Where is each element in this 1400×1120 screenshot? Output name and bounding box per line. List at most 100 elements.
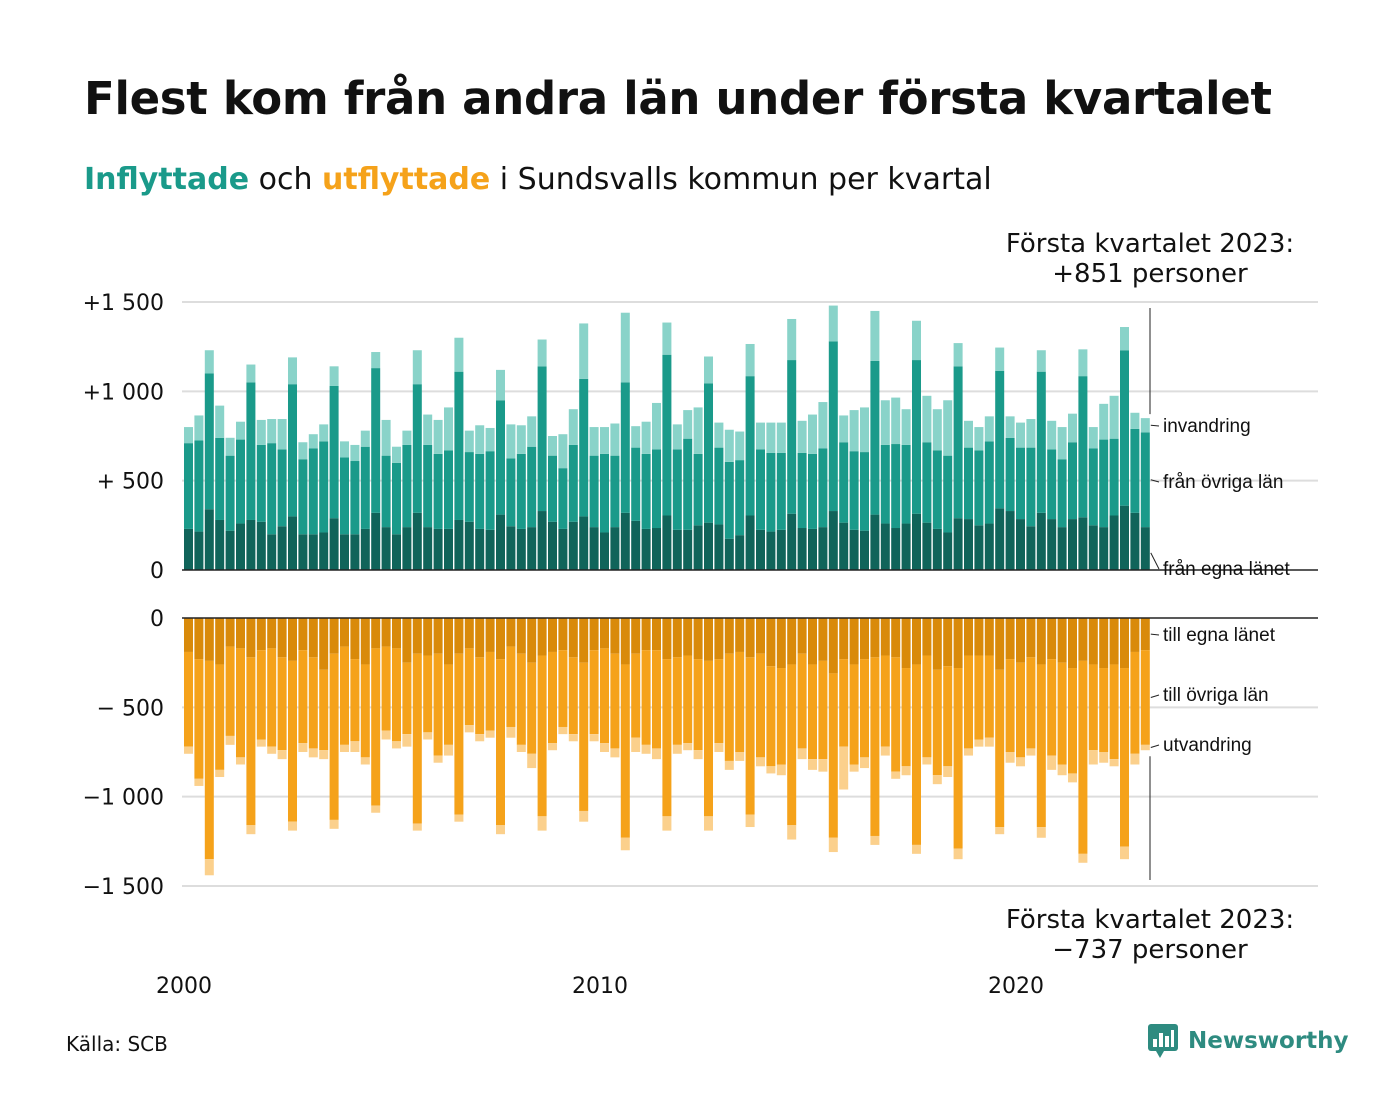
bar-out-segment — [828, 837, 838, 853]
bar-out-segment — [1088, 618, 1098, 665]
bar-out-segment — [412, 653, 422, 824]
bar-in-segment — [662, 515, 672, 570]
bar-out-segment — [402, 618, 412, 663]
bar-out-segment — [912, 664, 921, 845]
bar-in-segment — [236, 439, 245, 524]
bar-out-segment — [662, 659, 672, 817]
bar-out-segment — [984, 737, 994, 747]
bar-out-segment — [204, 618, 214, 661]
x-tick-label: 2020 — [988, 974, 1044, 999]
bar-in-segment — [1068, 413, 1077, 443]
bar-in-segment — [360, 446, 370, 529]
bar-in-segment — [641, 453, 651, 529]
bar-in-segment — [891, 397, 901, 445]
bar-out-segment — [932, 669, 942, 776]
bar-in-segment — [288, 357, 297, 385]
bar-out-segment — [891, 657, 901, 772]
bar-out-segment — [787, 825, 797, 840]
bar-in-segment — [776, 452, 786, 530]
bar-in-segment — [319, 424, 329, 442]
newsworthy-logo: Newsworthy — [1148, 1024, 1349, 1058]
bar-out-segment — [880, 746, 890, 756]
bar-in-segment — [475, 453, 485, 529]
bar-in-segment — [1016, 422, 1025, 448]
logo-text: Newsworthy — [1188, 1028, 1349, 1054]
bar-in-segment — [995, 508, 1005, 570]
bar-out-segment — [1016, 757, 1025, 767]
bar-out-segment — [849, 618, 859, 665]
bottom-y-tick-label: −1 500 — [83, 875, 164, 900]
bar-out-segment — [735, 618, 745, 652]
bar-in-segment — [423, 444, 433, 528]
bar-in-segment — [350, 461, 360, 535]
bar-out-segment — [953, 618, 963, 669]
bar-in-segment — [953, 518, 963, 570]
bar-out-segment — [475, 657, 485, 735]
bar-out-segment — [1016, 662, 1025, 758]
bar-in-segment — [350, 444, 360, 462]
bar-in-segment — [246, 519, 256, 570]
bar-out-segment — [444, 744, 453, 756]
bar-in-segment — [693, 407, 703, 454]
bar-out-segment — [1120, 668, 1129, 847]
bar-out-segment — [600, 648, 609, 744]
bar-out-segment — [943, 618, 953, 667]
bar-in-segment — [1016, 519, 1025, 570]
bar-out-segment — [922, 618, 932, 656]
bar-out-segment — [558, 650, 568, 727]
bar-out-segment — [475, 618, 485, 658]
bar-in-segment — [870, 514, 880, 570]
bar-out-segment — [360, 757, 370, 765]
bar-out-segment — [1109, 664, 1119, 760]
bar-in-segment — [516, 453, 526, 529]
bar-in-segment — [402, 444, 412, 528]
bar-out-segment — [1078, 660, 1088, 854]
bar-out-segment — [1109, 759, 1119, 767]
bar-in-segment — [1109, 515, 1119, 570]
bar-out-segment — [558, 618, 568, 651]
bar-in-segment — [184, 528, 193, 570]
bar-in-segment — [371, 352, 381, 369]
bar-out-segment — [787, 618, 797, 665]
bar-in-segment — [225, 455, 235, 531]
bar-in-segment — [194, 440, 204, 532]
bar-out-segment — [267, 648, 277, 747]
bar-in-segment — [412, 350, 422, 385]
bar-out-segment — [485, 618, 495, 652]
bar-out-segment — [225, 646, 235, 736]
newsworthy-chart-bubble-icon — [1148, 1024, 1178, 1058]
bar-out-segment — [402, 662, 412, 735]
bar-out-segment — [527, 618, 537, 663]
bar-in-segment — [984, 416, 994, 442]
bar-out-segment — [724, 760, 734, 770]
bar-in-segment — [298, 442, 308, 460]
bar-out-segment — [308, 657, 318, 749]
series-label-tick — [1150, 694, 1160, 698]
bar-in-segment — [444, 407, 453, 451]
bar-out-segment — [943, 766, 953, 778]
bar-out-segment — [496, 659, 505, 826]
bar-in-segment — [974, 450, 984, 526]
bar-out-segment — [527, 753, 537, 769]
bar-out-segment — [184, 651, 193, 747]
bar-in-segment — [693, 525, 703, 570]
bar-out-segment — [392, 648, 401, 742]
bar-in-segment — [756, 449, 765, 530]
bar-in-segment — [1130, 412, 1140, 429]
bar-out-segment — [277, 750, 287, 760]
bar-out-segment — [1057, 662, 1067, 765]
bar-out-segment — [964, 618, 973, 656]
bar-out-segment — [641, 650, 651, 745]
bar-in-segment — [277, 449, 287, 527]
bar-out-segment — [246, 825, 256, 835]
series-label: till egna länet — [1163, 625, 1276, 646]
bar-in-segment — [464, 452, 474, 522]
bar-in-segment — [745, 343, 755, 377]
bar-in-segment — [1099, 527, 1109, 570]
bar-in-segment — [340, 534, 349, 570]
bar-in-segment — [277, 419, 287, 450]
bar-out-segment — [860, 659, 869, 758]
bar-in-segment — [672, 449, 682, 530]
bar-in-segment — [1140, 432, 1150, 528]
bar-in-segment — [1130, 428, 1140, 513]
